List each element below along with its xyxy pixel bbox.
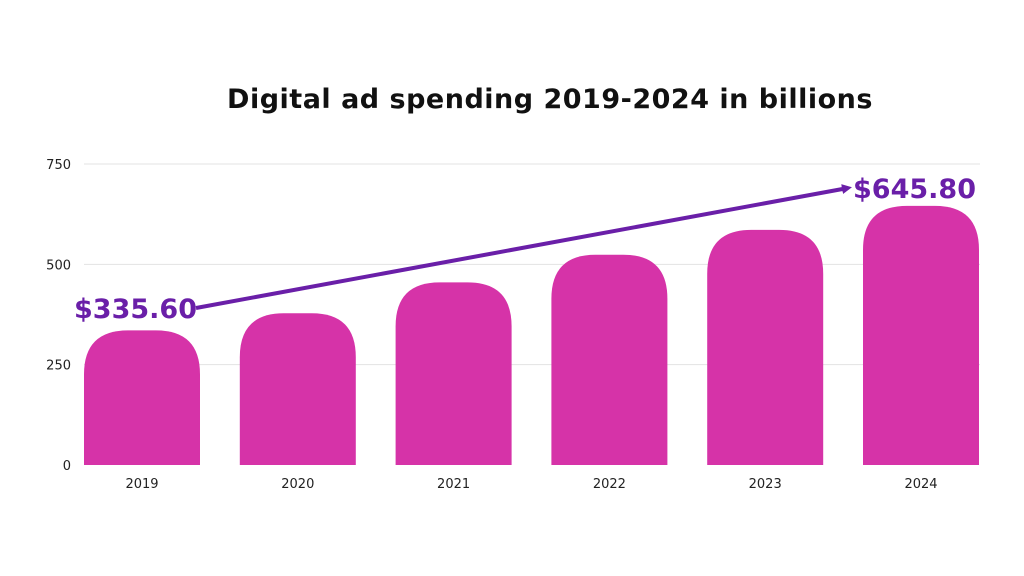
annotation-start-value: $335.60: [74, 294, 197, 325]
y-tick-label: 750: [46, 158, 71, 173]
bars: [84, 205, 979, 465]
bar-2019: [84, 330, 200, 465]
y-axis-ticks: 0 250 500 750: [46, 158, 71, 474]
x-tick-label: 2020: [281, 477, 314, 492]
x-tick-label: 2022: [593, 477, 626, 492]
x-axis-ticks: 2019 2020 2021 2022 2023 2024: [125, 477, 937, 492]
x-tick-label: 2024: [904, 477, 937, 492]
y-tick-label: 500: [46, 258, 71, 273]
bar-2024: [863, 205, 979, 465]
y-tick-label: 250: [46, 359, 71, 374]
bar-2023: [707, 229, 824, 465]
bar-2021: [395, 282, 512, 465]
bar-2022: [551, 254, 668, 465]
trend-arrow: [195, 184, 852, 310]
x-tick-label: 2023: [749, 477, 782, 492]
annotations: $335.60 $645.80: [74, 174, 976, 325]
annotation-end-value: $645.80: [853, 174, 976, 205]
grid-lines: [84, 163, 980, 366]
y-tick-label: 0: [63, 459, 71, 474]
bar-2020: [239, 313, 356, 465]
x-tick-label: 2019: [125, 477, 158, 492]
chart-title: Digital ad spending 2019-2024 in billion…: [227, 84, 873, 115]
x-tick-label: 2021: [437, 477, 470, 492]
